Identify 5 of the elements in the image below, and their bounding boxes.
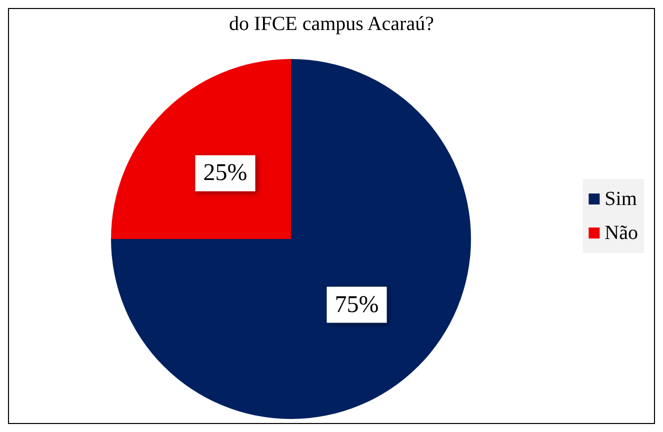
legend-label: Não (604, 222, 638, 244)
chart-title: do IFCE campus Acaraú? (229, 13, 434, 35)
data-label: 25% (203, 160, 248, 186)
data-label: 75% (334, 292, 379, 318)
legend-label: Sim (604, 188, 638, 210)
